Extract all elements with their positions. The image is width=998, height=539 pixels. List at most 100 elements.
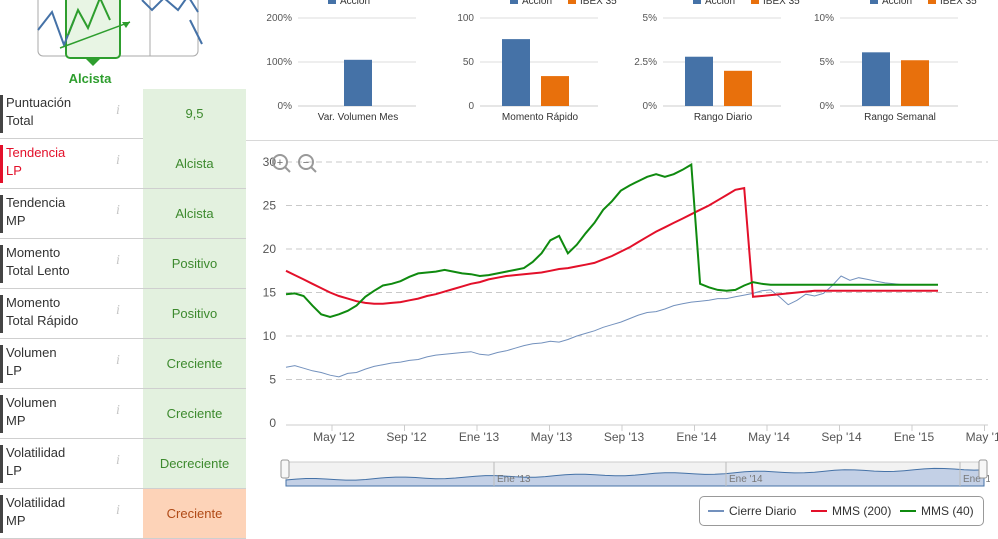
indicator-label: Momento Total Lento bbox=[6, 245, 70, 278]
indicator-label: Volumen LP bbox=[6, 345, 57, 378]
info-icon[interactable]: i bbox=[116, 253, 120, 268]
navigator-handle-right[interactable] bbox=[978, 459, 988, 479]
indicator-row: Tendencia MP i Alcista bbox=[0, 189, 246, 239]
indicator-label: Momento Total Rápido bbox=[6, 295, 79, 328]
x-tick-label: Ene '15 bbox=[894, 430, 935, 444]
legend-label: IBEX 35 bbox=[763, 0, 800, 7]
y-tick-label: 20 bbox=[263, 242, 277, 256]
indicator-value: Creciente bbox=[143, 339, 246, 388]
y-tick-label: 5% bbox=[643, 13, 658, 24]
mini-chart-title: Var. Volumen Mes bbox=[318, 112, 398, 123]
navigator-label: Ene '1 bbox=[963, 474, 990, 485]
mini-charts: Acción 0% 100% 200% Var. Volumen Mes Acción IB… bbox=[266, 0, 977, 123]
y-tick-label: 5 bbox=[269, 373, 276, 387]
navigator-handle-left[interactable] bbox=[280, 459, 290, 479]
indicator-row: Puntuación Total i 9,5 bbox=[0, 89, 246, 139]
row-marker bbox=[0, 295, 3, 333]
legend-label: Cierre Diario bbox=[729, 504, 797, 518]
trend-line-tail bbox=[189, 19, 203, 45]
y-tick-label: 10 bbox=[263, 329, 277, 343]
section-divider bbox=[246, 140, 998, 141]
legend-label: IBEX 35 bbox=[580, 0, 617, 7]
y-tick-label: 100 bbox=[457, 13, 474, 24]
y-tick-label: 0 bbox=[468, 101, 474, 112]
legend-swatch-mms200 bbox=[811, 510, 827, 512]
info-icon[interactable]: i bbox=[116, 203, 120, 218]
info-icon[interactable]: i bbox=[116, 153, 120, 168]
x-tick-label: May '12 bbox=[313, 430, 355, 444]
y-tick-label: 0% bbox=[278, 101, 293, 112]
x-tick-label: Ene '14 bbox=[676, 430, 717, 444]
bar-accion bbox=[502, 39, 530, 107]
y-tick-label: 0% bbox=[820, 101, 835, 112]
bar-ibex bbox=[901, 60, 929, 106]
indicator-row: Momento Total Lento i Positivo bbox=[0, 239, 246, 289]
legend-label: Acción bbox=[882, 0, 912, 7]
row-marker bbox=[0, 195, 3, 233]
y-tick-label: 0% bbox=[643, 101, 658, 112]
row-marker bbox=[0, 145, 3, 183]
navigator[interactable]: Ene '13 Ene '14 Ene '1 bbox=[280, 456, 990, 490]
info-icon[interactable]: i bbox=[116, 503, 120, 518]
zoom-symbol: + bbox=[277, 157, 283, 169]
y-tick-label: 25 bbox=[263, 199, 277, 213]
bar-accion bbox=[344, 59, 372, 106]
indicator-value: Positivo bbox=[143, 289, 246, 338]
info-icon[interactable]: i bbox=[116, 403, 120, 418]
info-icon[interactable]: i bbox=[116, 353, 120, 368]
x-tick-label: Sep '14 bbox=[821, 430, 862, 444]
indicator-row: Tendencia LP i Alcista bbox=[0, 139, 246, 189]
indicator-row: Volumen LP i Creciente bbox=[0, 339, 246, 389]
info-icon[interactable]: i bbox=[116, 303, 120, 318]
indicator-label: Volatilidad MP bbox=[6, 495, 66, 528]
bar-ibex bbox=[541, 76, 569, 106]
y-tick-label: 100% bbox=[266, 57, 292, 68]
indicator-label: Tendencia MP bbox=[6, 195, 66, 228]
x-tick-label: Sep '13 bbox=[604, 430, 645, 444]
legend-label: Acción bbox=[522, 0, 552, 7]
indicator-value: Decreciente bbox=[143, 439, 246, 488]
legend-item-cierre[interactable]: Cierre Diario bbox=[708, 504, 796, 518]
series-line-1 bbox=[285, 186, 938, 305]
legend-item-mms40[interactable]: MMS (40) bbox=[900, 504, 974, 518]
x-tick-label: May '14 bbox=[748, 430, 790, 444]
legend-swatch bbox=[870, 0, 878, 4]
trend-widget: Alcista bbox=[37, 0, 203, 86]
y-tick-label: 10% bbox=[814, 13, 834, 24]
indicator-row: Momento Total Rápido i Positivo bbox=[0, 289, 246, 339]
bar-accion bbox=[685, 56, 713, 106]
bar-ibex bbox=[724, 70, 752, 106]
indicator-label: Puntuación Total bbox=[6, 95, 72, 128]
x-tick-label: Ene '13 bbox=[459, 430, 500, 444]
x-tick-label: Sep '12 bbox=[386, 430, 427, 444]
mini-chart-1: Acción IBEX 35 0 50 100 Momento Rápido bbox=[457, 0, 617, 123]
info-icon[interactable]: i bbox=[116, 103, 120, 118]
y-tick-label: 0 bbox=[269, 416, 276, 430]
zoom-symbol: − bbox=[303, 157, 309, 169]
trend-arrow-icon bbox=[59, 21, 131, 49]
y-tick-label: 50 bbox=[463, 57, 475, 68]
indicator-row: Volumen MP i Creciente bbox=[0, 389, 246, 439]
indicator-value: 9,5 bbox=[143, 89, 246, 139]
x-tick-label: May '15 bbox=[966, 430, 998, 444]
series-line-0 bbox=[285, 275, 938, 378]
trend-line-right bbox=[141, 0, 199, 13]
legend-label: MMS (40) bbox=[921, 504, 974, 518]
y-tick-label: 5% bbox=[820, 57, 835, 68]
navigator-series bbox=[285, 467, 985, 487]
legend-swatch bbox=[510, 0, 518, 4]
zoom-in-icon[interactable]: + bbox=[272, 154, 291, 173]
indicator-label: Volumen MP bbox=[6, 395, 57, 428]
indicator-value: Creciente bbox=[143, 489, 246, 538]
legend-item-mms200[interactable]: MMS (200) bbox=[811, 504, 891, 518]
mini-chart-title: Momento Rápido bbox=[502, 112, 579, 123]
legend-label: Acción bbox=[340, 0, 370, 7]
navigator-label: Ene '14 bbox=[729, 474, 763, 485]
legend-label: MMS (200) bbox=[832, 504, 892, 518]
row-marker bbox=[0, 245, 3, 283]
chart-legend: Cierre Diario MMS (200) MMS (40) bbox=[699, 496, 984, 526]
indicator-value: Creciente bbox=[143, 389, 246, 438]
info-icon[interactable]: i bbox=[116, 453, 120, 468]
zoom-out-icon[interactable]: − bbox=[298, 154, 317, 173]
